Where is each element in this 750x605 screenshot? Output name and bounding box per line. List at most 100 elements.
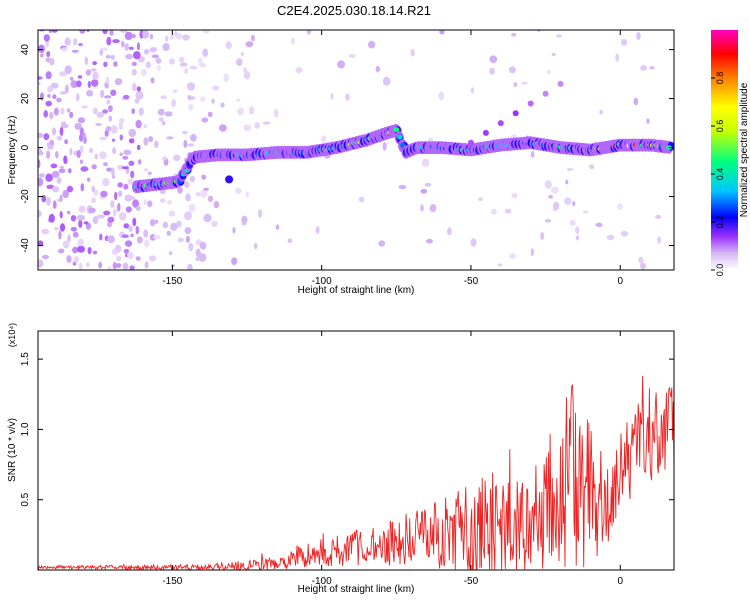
spectrogram-cell [110,200,115,209]
spectrogram-cell [477,197,484,202]
spectrogram-cell [38,132,44,139]
spectrogram-cell [144,261,149,269]
spectrogram-cell [91,185,95,193]
spectrogram-cell [236,58,243,66]
spectrogram-cell [330,93,334,100]
spectrogram-cell [429,204,437,213]
spectrogram-cell [497,120,504,127]
spectrogram-cell [188,104,194,111]
spectrogram-cell [108,105,113,113]
spectrogram-cell [183,139,188,148]
spectrogram-cell [595,222,603,228]
snr-y-axis-label: SNR (10 * v/v) [7,418,18,482]
spectrogram-cell [59,223,66,232]
spectrogram-cell [121,40,125,48]
spectrogram-cell [66,185,74,193]
spectrogram-cell [187,263,193,270]
spectrogram-cell [142,30,149,39]
spectrogram-cell [114,244,122,253]
spectrogram-cell [87,247,92,255]
spectrogram-cell [62,189,69,199]
spectrogram-cell [200,188,208,198]
spectrogram-cell [202,30,210,34]
spectrogram-cell [546,69,551,75]
spectrogram-cell [113,61,118,67]
spectrogram-cell [397,134,403,140]
spectrogram-cell [169,58,175,65]
spectrogram-cell [158,117,164,122]
spectrogram-cell [38,30,46,32]
spectrogram-cell [166,230,172,236]
spectrogram-cell [88,207,96,214]
spectrogram-cell [315,226,320,234]
spectrogram-cell [89,147,93,154]
spectrogram-cell [77,75,83,79]
spectrogram-cell [119,30,128,33]
spectrogram-cell [115,263,122,268]
spectrogram-cell [213,200,220,209]
spectrogram-cell [64,84,69,94]
spectrogram-cell [544,219,552,223]
spectrogram-cell [75,80,82,88]
spectrogram-cell [110,54,115,60]
spectrogram-cell [143,229,149,238]
spectrogram-cell [38,177,44,187]
spectrogram-cell [143,199,147,206]
spectrogram-cell [201,117,209,123]
spectrogram-cell [74,122,82,130]
spectrogram-cell [133,51,141,60]
spectrogram-cell [59,211,63,219]
spectrogram-cell [157,108,165,116]
spectrogram-x-tick-label: -150 [162,276,182,287]
spectrogram-x-axis-label: Height of straight line (km) [298,285,415,296]
spectrogram-cell [121,234,129,238]
spectrogram-cell [189,65,198,70]
spectrogram-cell [132,82,137,92]
spectrogram-cell [100,47,109,51]
colorbar-tick-label: 0.6 [715,120,725,133]
spectrogram-cell [41,254,50,260]
spectrogram-cell [162,221,169,229]
spectrogram-cell [512,110,519,117]
spectrogram-cell [102,177,110,187]
spectrogram-cell [243,124,251,131]
spectrogram-cell [48,30,53,33]
spectrogram-cell [275,224,280,230]
spectrogram-cell [53,107,59,116]
spectrogram-cell [248,106,255,115]
spectrogram-cell [75,93,80,102]
spectrogram-cell [211,98,215,104]
spectrogram-cell [188,203,196,213]
spectrogram-cell [79,30,86,34]
spectrogram-cell [62,240,70,249]
spectrogram-cell [90,68,97,72]
spectrogram-y-tick-label: -40 [20,238,31,253]
spectrogram-cell [51,170,60,178]
spectrogram-cell [118,118,125,123]
spectrogram-cell [640,262,646,270]
spectrogram-x-tick-label: 0 [617,276,623,287]
spectrogram-cell [68,168,72,174]
spectrogram-cell [129,265,135,270]
spectrogram-cell [572,201,576,207]
spectrogram-cell [43,110,48,118]
snr-x-tick-label: 0 [617,576,623,587]
spectrogram-cell [223,73,229,83]
spectrogram-cell [511,193,518,199]
colorbar-ticks: 0.0 0.2 0.4 0.6 0.8 [711,72,725,276]
spectrogram-cell [92,250,98,255]
snr-x-tick-label: -50 [464,576,479,587]
spectrogram-cell [76,149,81,159]
spectrogram-cell [203,187,209,191]
spectrogram-cell [262,121,271,125]
spectrogram-cell [87,80,92,88]
snr-series-line [38,375,674,570]
spectrogram-cell [47,94,51,98]
spectrogram-cell [375,65,380,73]
spectrogram-cell [135,205,141,211]
spectrogram-cell [511,32,517,37]
spectrogram-x-tick-label: -100 [312,276,332,287]
spectrogram-cell [564,197,572,205]
spectrogram-cell [99,136,107,141]
